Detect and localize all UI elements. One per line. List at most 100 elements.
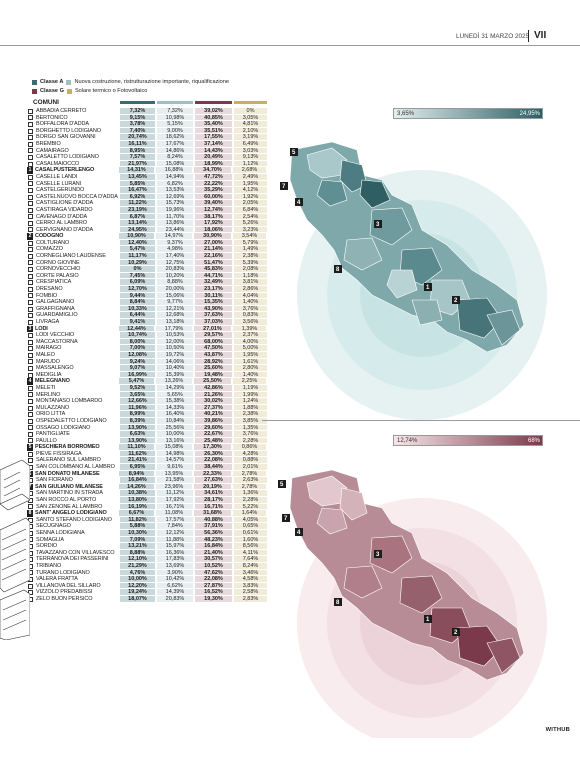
class-g-map: 5 7 4 3 8 1 2 [278, 469, 547, 738]
class-a-desc: Nuova costruzione, ristrutturazione impo… [74, 79, 229, 85]
class-a-light-value: 15,08% [157, 160, 193, 168]
row-checkbox-icon [28, 253, 33, 259]
class-a-label: Classe A [40, 79, 64, 85]
comune-name: Ospedaletto Lodigiano [36, 417, 107, 424]
row-checkbox-icon [28, 346, 33, 352]
class-g-value: 10,52% [195, 562, 232, 570]
table-row: Mulazzano 11,96% 14,33% 27,37% 1,88% [24, 404, 274, 412]
table-row: San Zenone al Lambro 16,19% 16,71% 16,71% 5,… [24, 503, 274, 511]
row-checkbox-icon [28, 313, 33, 319]
comune-name: San Zenone al Lambro [36, 503, 103, 510]
column-bar-a [120, 101, 155, 104]
comune-name: Secugnago [36, 523, 71, 530]
class-a-value: 5,47% [119, 378, 154, 385]
comune-name: Castiglione d'Adda [36, 200, 94, 207]
table-row: Castelnuovo Bocca d'Adda 6,92% 12,69% 60,00… [24, 193, 274, 201]
table-row: San Martino in Strada 10,38% 11,12% 34,61% 1… [24, 490, 274, 498]
class-a-value: 6,87% [120, 213, 155, 221]
class-a-light-value: 12,00% [157, 338, 193, 346]
row-checkbox-icon [28, 306, 33, 312]
svg-text:4: 4 [297, 530, 301, 536]
column-bar-a-light [157, 101, 193, 104]
class-g-value: 27,37% [195, 404, 232, 412]
row-checkbox-icon [28, 425, 33, 431]
table-row: Dresano 12,70% 20,00% 23,17% 2,86% [24, 286, 274, 293]
solar-value: 3,76% [234, 431, 267, 438]
table-row: Massalengo 9,07% 10,40% 25,60% 2,80% [24, 365, 274, 372]
class-a-value: 13,14% [120, 220, 155, 227]
class-a-value: 7,09% [120, 536, 155, 544]
class-g-value: 27,63% [195, 477, 232, 484]
solar-value: 3,05% [234, 114, 267, 122]
table-row: Crespiatica 6,09% 8,88% 32,49% 3,81% [24, 279, 274, 287]
class-a-light-value: 12,21% [157, 305, 193, 313]
table-row: Somaglia 7,09% 11,88% 48,23% 1,60% [24, 536, 274, 544]
solar-value: 2,08% [234, 266, 267, 273]
class-g-value: 30,90% [194, 233, 231, 240]
table-row: Caselle Landi 13,45% 14,94% 47,72% 2,49% [24, 173, 274, 181]
table-row: 7 San Giuliano Milanese 14,26% 23,96% 20,19%… [24, 483, 274, 491]
class-a-value: 7,40% [120, 127, 155, 135]
table-row: Comazzo 5,47% 4,98% 21,14% 1,49% [24, 246, 274, 254]
class-g-value: 37,63% [195, 312, 232, 319]
row-checkbox-icon [28, 359, 33, 365]
table-row: Terranova dei Passerini 12,10% 17,83% 30,57… [24, 556, 274, 563]
class-a-value: 8,84% [120, 299, 155, 306]
comune-name: Codogno [35, 233, 64, 240]
class-a-light-value: 21,58% [157, 477, 193, 484]
class-g-value: 30,02% [195, 398, 232, 405]
solar-value: 2,54% [234, 213, 267, 221]
solar-value: 2,38% [234, 253, 267, 260]
class-a-light-value: 14,86% [157, 147, 193, 155]
table-row: Pantigliate 6,63% 10,00% 22,67% 3,76% [24, 431, 274, 438]
class-a-value: 6,44% [120, 312, 155, 319]
table-row: Caselle Lurani 5,85% 6,82% 22,22% 1,95% [24, 180, 274, 188]
row-checkbox-icon [28, 293, 33, 299]
class-a-light-value: 14,33% [157, 404, 193, 412]
comune-name: Lodi Vecchio [36, 332, 75, 339]
row-checkbox-icon [28, 365, 33, 371]
class-g-value: 47,50% [195, 345, 232, 352]
solar-value: 8,24% [234, 562, 267, 570]
class-a-value: 16,99% [120, 371, 155, 379]
class-a-value: 12,08% [120, 351, 155, 359]
row-checkbox-icon [28, 267, 33, 273]
solar-value: 0,88% [234, 457, 267, 465]
map-number-badge: 7 [27, 483, 33, 491]
svg-text:2: 2 [454, 630, 458, 636]
class-g-value: 39,40% [195, 200, 232, 207]
row-checkbox-icon [28, 418, 33, 424]
table-row: Cornovecchio 0% 20,83% 45,83% 2,08% [24, 266, 274, 273]
class-a-value: 10,29% [120, 259, 155, 267]
solar-value: 7,64% [234, 556, 267, 563]
comune-name: Merlino [36, 391, 61, 398]
class-a-value: 11,22% [120, 200, 155, 207]
class-g-swatch [32, 89, 37, 94]
class-a-value: 10,33% [120, 305, 155, 313]
table-row: Villanova del Sillaro 12,20% 6,62% 27,87% 3,… [24, 582, 274, 590]
class-a-value: 12,70% [120, 286, 155, 293]
class-a-light-value: 17,67% [157, 140, 193, 148]
row-checkbox-icon [28, 504, 33, 510]
comune-name: Camairago [36, 147, 69, 154]
class-a-value: 8,88% [120, 549, 155, 557]
table-row: Graffignana 10,33% 12,21% 43,90% 3,76% [24, 305, 274, 313]
class-a-value: 5,47% [120, 246, 155, 254]
solar-value: 4,28% [234, 450, 267, 458]
class-g-value: 48,23% [195, 536, 232, 544]
svg-text:7: 7 [282, 184, 286, 190]
table-row: Ossago Lodigiano 13,90% 25,56% 29,60% 1,35% [24, 424, 274, 432]
class-a-light-value: 16,71% [157, 503, 193, 511]
solar-value: 3,83% [234, 582, 267, 590]
svg-text:1: 1 [426, 285, 430, 291]
comune-name: Pieve Fissiraga [36, 450, 82, 457]
solar-value: 8,56% [234, 543, 267, 550]
class-g-value: 37,91% [195, 523, 232, 530]
row-checkbox-icon [28, 398, 33, 404]
class-g-value: 27,87% [195, 582, 232, 590]
table-row: San Fiorano 16,84% 21,58% 27,63% 2,63% [24, 477, 274, 484]
class-a-light-value: 14,94% [157, 173, 193, 181]
class-a-scale-bar: 3,65% 24,95% [393, 108, 543, 119]
comune-name: Caselle Landi [36, 173, 78, 180]
comune-name: Massalengo [36, 365, 74, 372]
